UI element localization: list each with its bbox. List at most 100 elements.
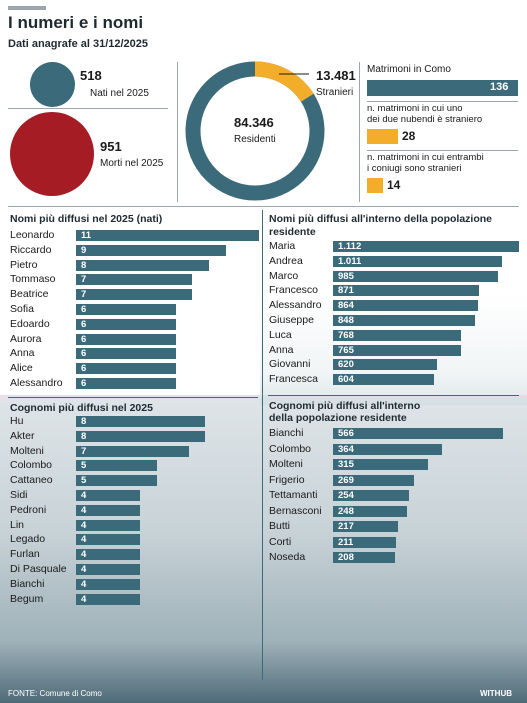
baby-surname-bar: 4	[76, 593, 140, 605]
baby-name-bar: 6	[76, 318, 176, 330]
resident-name-bar: 1.112	[333, 241, 519, 252]
resident-surname-bar: 254	[333, 490, 409, 501]
page-subtitle: Dati anagrafe al 31/12/2025	[8, 38, 149, 50]
one-foreign-bar	[367, 129, 398, 144]
resident-surnames-title: della popolazione residente	[269, 412, 407, 424]
baby-surname-label: Legado	[10, 533, 46, 546]
resident-surname-label: Corti	[269, 535, 292, 548]
both-foreign-value: 14	[387, 178, 401, 192]
one-foreign-label: dei due nubendi è straniero	[367, 114, 483, 125]
baby-name-label: Riccardo	[10, 243, 52, 256]
residents-donut-chart	[185, 61, 325, 201]
resident-name-label: Giuseppe	[269, 314, 314, 326]
divider	[262, 210, 263, 680]
baby-surname-label: Hu	[10, 415, 24, 427]
resident-surname-label: Butti	[269, 520, 291, 532]
births-label: Nati nel 2025	[90, 88, 149, 99]
baby-names-title: Nomi più diffusi nel 2025 (nati)	[10, 213, 163, 225]
baby-name-label: Aurora	[10, 332, 42, 345]
baby-surname-bar: 5	[76, 460, 157, 472]
baby-surname-bar: 7	[76, 445, 189, 457]
resident-name-bar: 765	[333, 344, 461, 356]
resident-name-bar: 848	[333, 315, 475, 326]
baby-name-bar: 7	[76, 289, 192, 301]
divider	[177, 62, 178, 202]
baby-surname-label: Furlan	[10, 548, 40, 561]
baby-surname-bar: 8	[76, 416, 205, 427]
resident-surname-bar: 211	[333, 536, 396, 548]
one-foreign-label: n. matrimoni in cui uno	[367, 103, 463, 114]
deaths-circle	[10, 112, 94, 196]
resident-surname-bar: 248	[333, 505, 407, 517]
deaths-label: Morti nel 2025	[100, 158, 164, 169]
baby-name-bar: 7	[76, 274, 192, 286]
resident-surname-label: Bianchi	[269, 427, 304, 439]
baby-name-label: Beatrice	[10, 288, 49, 301]
baby-name-bar: 6	[76, 348, 176, 360]
baby-name-label: Alessandro	[10, 377, 63, 389]
baby-surname-label: Di Pasquale	[10, 563, 67, 575]
baby-name-bar: 6	[76, 363, 176, 375]
foreign-label: Stranieri	[316, 87, 354, 98]
baby-name-bar: 8	[76, 259, 209, 271]
baby-surnames-title: Cognomi più diffusi nel 2025	[10, 402, 153, 414]
baby-name-bar: 6	[76, 304, 176, 315]
baby-surname-bar: 4	[76, 549, 140, 561]
divider	[367, 101, 518, 102]
baby-name-bar: 9	[76, 244, 226, 256]
publisher-logo: WITHUB	[480, 689, 512, 698]
marriages-total-value: 136	[490, 81, 509, 93]
baby-surname-label: Begum	[10, 592, 44, 605]
divider	[8, 108, 168, 109]
resident-name-label: Maria	[269, 240, 296, 252]
baby-name-label: Alice	[10, 362, 33, 375]
baby-surname-label: Pedroni	[10, 503, 47, 516]
resident-names-title: Nomi più diffusi all'interno della popol…	[269, 213, 493, 225]
foreign-arc	[254, 61, 314, 103]
resident-surname-label: Noseda	[269, 551, 306, 563]
baby-surname-bar: 4	[76, 578, 140, 590]
one-foreign-value: 28	[402, 129, 416, 143]
resident-surname-bar: 208	[333, 552, 395, 563]
both-foreign-bar	[367, 178, 383, 193]
resident-surname-label: Molteni	[269, 458, 303, 470]
baby-name-bar: 6	[76, 378, 176, 389]
births-circle	[30, 62, 75, 107]
baby-surname-bar: 4	[76, 519, 140, 531]
resident-name-label: Giovanni	[269, 358, 311, 371]
divider	[268, 395, 519, 396]
resident-name-label: Luca	[269, 328, 292, 341]
baby-surname-bar: 5	[76, 475, 157, 487]
resident-name-label: Francesca	[269, 373, 319, 386]
residents-value: 84.346	[234, 115, 274, 130]
resident-name-bar: 1.011	[333, 255, 502, 267]
both-foreign-label: i coniugi sono stranieri	[367, 163, 462, 174]
resident-name-label: Andrea	[269, 254, 303, 267]
resident-surname-bar: 315	[333, 459, 428, 470]
divider	[359, 62, 360, 202]
resident-name-bar: 871	[333, 285, 479, 297]
baby-surname-label: Cattaneo	[10, 474, 53, 487]
baby-name-label: Anna	[10, 347, 35, 360]
marriages-total-bar	[367, 80, 518, 96]
baby-surname-label: Colombo	[10, 459, 53, 472]
resident-surname-bar: 269	[333, 474, 414, 486]
resident-name-bar: 864	[333, 300, 478, 312]
source-note: FONTE: Comune di Como	[8, 689, 102, 698]
resident-surname-bar: 566	[333, 428, 503, 439]
baby-surname-label: Lin	[10, 518, 25, 531]
baby-surname-label: Sidi	[10, 489, 28, 501]
resident-name-label: Francesco	[269, 284, 319, 297]
divider	[367, 150, 518, 151]
resident-name-label: Alessandro	[269, 299, 322, 312]
foreign-value: 13.481	[316, 68, 356, 83]
resident-name-bar: 604	[333, 374, 434, 386]
marriages-total-label: Matrimoni in Como	[367, 64, 451, 75]
resident-name-bar: 620	[333, 359, 437, 371]
deaths-value: 951	[100, 139, 122, 154]
baby-name-label: Sofia	[10, 303, 34, 315]
resident-surname-label: Frigerio	[269, 473, 305, 486]
divider	[8, 206, 519, 207]
residents-label: Residenti	[234, 134, 276, 145]
